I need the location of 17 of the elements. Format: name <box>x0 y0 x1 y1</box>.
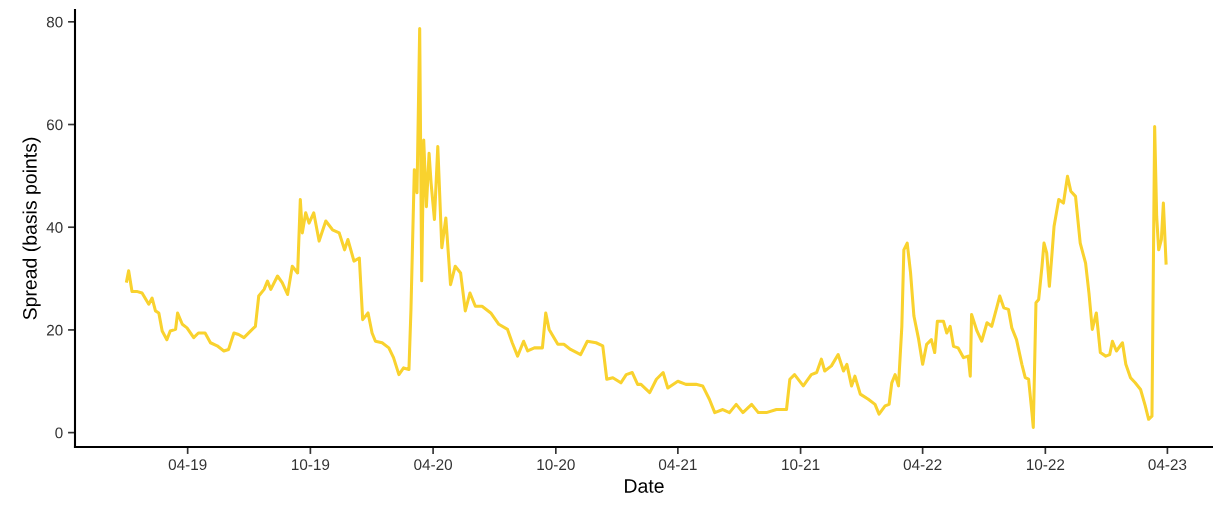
x-tick-label: 04-20 <box>414 459 453 471</box>
x-tick-label: 04-19 <box>168 459 207 471</box>
y-tick-label: 40 <box>46 222 63 233</box>
y-tick-label: 20 <box>46 324 63 336</box>
x-tick-label: 10-20 <box>537 459 575 471</box>
x-tick-label: 10-21 <box>782 459 820 471</box>
y-tick-label: 80 <box>46 16 63 28</box>
x-tick-label: 10-22 <box>1026 459 1065 471</box>
x-tick-label: 04-23 <box>1148 459 1187 471</box>
x-tick-label: 04-22 <box>903 459 942 471</box>
y-tick-label: 60 <box>46 119 63 131</box>
y-axis-title: Spread (basis points) <box>22 137 41 320</box>
x-tick-label: 10-19 <box>292 459 330 471</box>
x-tick-label: 04-21 <box>658 459 697 471</box>
line-series <box>125 26 1168 430</box>
y-tick-label: 0 <box>55 427 63 439</box>
x-axis-title: Date <box>625 479 664 493</box>
